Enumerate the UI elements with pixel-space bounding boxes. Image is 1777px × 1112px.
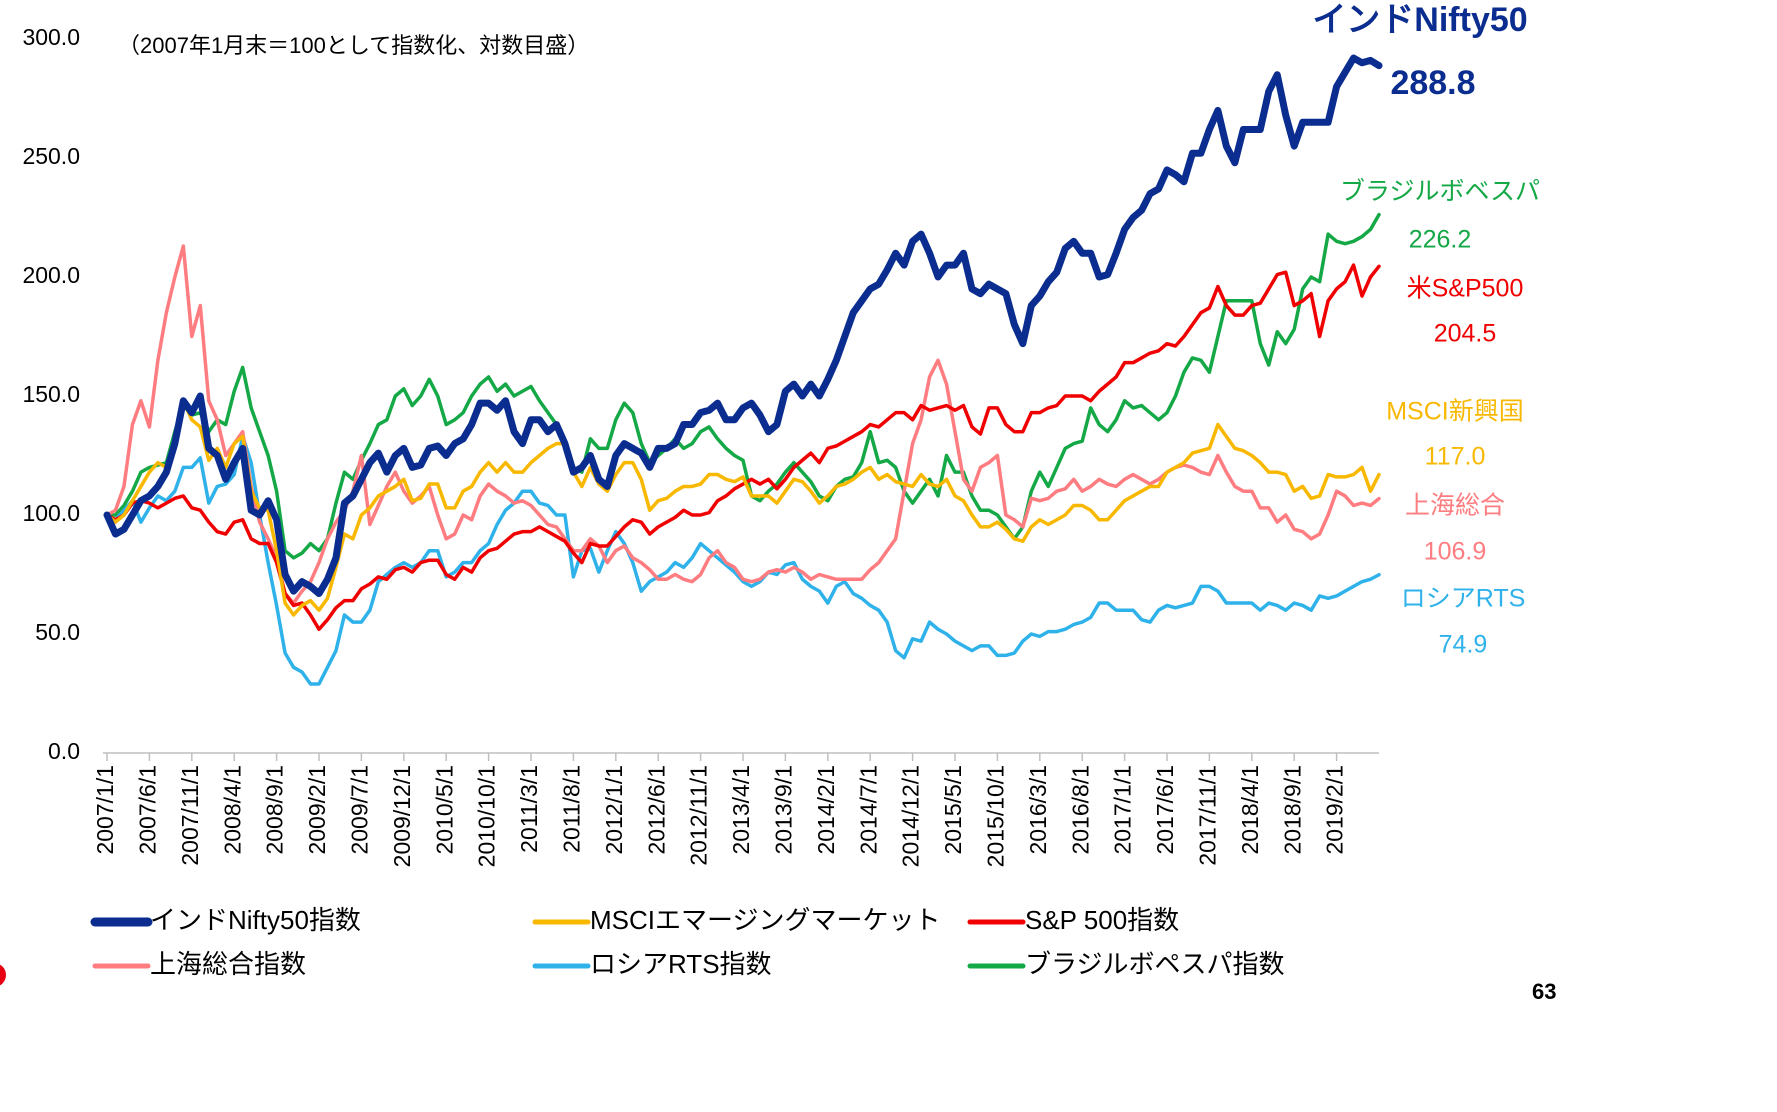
series-line bbox=[103, 54, 1383, 598]
y-tick-label: 300.0 bbox=[22, 24, 80, 50]
end-value-label: 288.8 bbox=[1390, 64, 1475, 102]
x-tick-label: 2018/9/1 bbox=[1279, 765, 1305, 855]
x-tick-label: 2013/9/1 bbox=[770, 765, 796, 855]
y-tick-label: 250.0 bbox=[22, 143, 80, 169]
end-value-label: 226.2 bbox=[1409, 226, 1472, 254]
x-tick-label: 2018/4/1 bbox=[1237, 765, 1263, 855]
series-line bbox=[105, 399, 1381, 617]
x-tick-label: 2010/10/1 bbox=[474, 765, 500, 867]
end-value-label: 204.5 bbox=[1434, 320, 1497, 348]
x-tick-label: 2017/6/1 bbox=[1152, 765, 1178, 855]
x-tick-label: 2012/6/1 bbox=[643, 765, 669, 855]
x-tick-label: 2016/3/1 bbox=[1025, 765, 1051, 855]
end-label: インドNifty50 bbox=[1312, 1, 1527, 39]
x-tick-label: 2009/2/1 bbox=[304, 765, 330, 855]
x-tick-label: 2011/8/1 bbox=[558, 765, 584, 853]
end-label: MSCI新興国 bbox=[1386, 398, 1524, 426]
x-tick-label: 2017/11/1 bbox=[1194, 765, 1220, 866]
legend-label: S&P 500指数 bbox=[1025, 905, 1179, 935]
legend-label: ロシアRTS指数 bbox=[590, 949, 772, 979]
x-tick-label: 2016/8/1 bbox=[1067, 765, 1093, 855]
series-line bbox=[105, 263, 1381, 631]
x-tick-label: 2014/12/1 bbox=[898, 765, 924, 867]
x-tick-label: 2008/4/1 bbox=[219, 765, 245, 855]
x-tick-label: 2019/2/1 bbox=[1322, 765, 1348, 855]
series-line bbox=[105, 244, 1381, 605]
x-tick-label: 2007/11/1 bbox=[177, 765, 203, 866]
end-value-label: 74.9 bbox=[1439, 631, 1488, 659]
x-tick-label: 2012/11/1 bbox=[686, 765, 712, 866]
x-tick-label: 2008/9/1 bbox=[262, 765, 288, 855]
x-tick-label: 2007/6/1 bbox=[134, 765, 160, 855]
end-label: ロシアRTS bbox=[1401, 585, 1526, 613]
legend-label: ブラジルボペスパ指数 bbox=[1025, 949, 1284, 979]
x-tick-label: 2014/7/1 bbox=[855, 765, 881, 855]
legend-label: インドNifty50指数 bbox=[150, 905, 361, 935]
y-tick-label: 100.0 bbox=[22, 500, 80, 526]
x-tick-label: 2015/10/1 bbox=[982, 765, 1008, 867]
legend-label: MSCIエマージングマーケット bbox=[590, 905, 940, 935]
corner-mark bbox=[0, 964, 6, 986]
x-tick-label: 2014/2/1 bbox=[813, 765, 839, 855]
end-label: 上海総合 bbox=[1405, 492, 1505, 520]
legend-label: 上海総合指数 bbox=[150, 949, 306, 979]
x-tick-label: 2013/4/1 bbox=[728, 765, 754, 855]
y-tick-label: 200.0 bbox=[22, 262, 80, 288]
x-tick-label: 2010/5/1 bbox=[431, 765, 457, 855]
x-tick-label: 2011/3/1 bbox=[516, 765, 542, 853]
x-tick-label: 2007/1/1 bbox=[92, 765, 118, 855]
page-number: 63 bbox=[1532, 979, 1556, 1004]
end-label: ブラジルボベスパ bbox=[1340, 178, 1540, 206]
chart-subtitle: （2007年1月末＝100として指数化、対数目盛） bbox=[118, 33, 589, 58]
x-tick-label: 2012/1/1 bbox=[601, 765, 627, 855]
x-tick-label: 2017/1/1 bbox=[1110, 765, 1136, 855]
end-value-label: 106.9 bbox=[1424, 538, 1487, 566]
y-tick-label: 0.0 bbox=[48, 738, 80, 764]
x-tick-label: 2009/7/1 bbox=[346, 765, 372, 855]
end-label: 米S&P500 bbox=[1407, 275, 1524, 303]
series-line bbox=[105, 434, 1381, 686]
x-tick-label: 2009/12/1 bbox=[389, 765, 415, 867]
x-tick-label: 2015/5/1 bbox=[940, 765, 966, 855]
end-value-label: 117.0 bbox=[1425, 443, 1486, 471]
series-line bbox=[105, 212, 1381, 560]
y-tick-label: 150.0 bbox=[22, 381, 80, 407]
y-tick-label: 50.0 bbox=[35, 619, 80, 645]
